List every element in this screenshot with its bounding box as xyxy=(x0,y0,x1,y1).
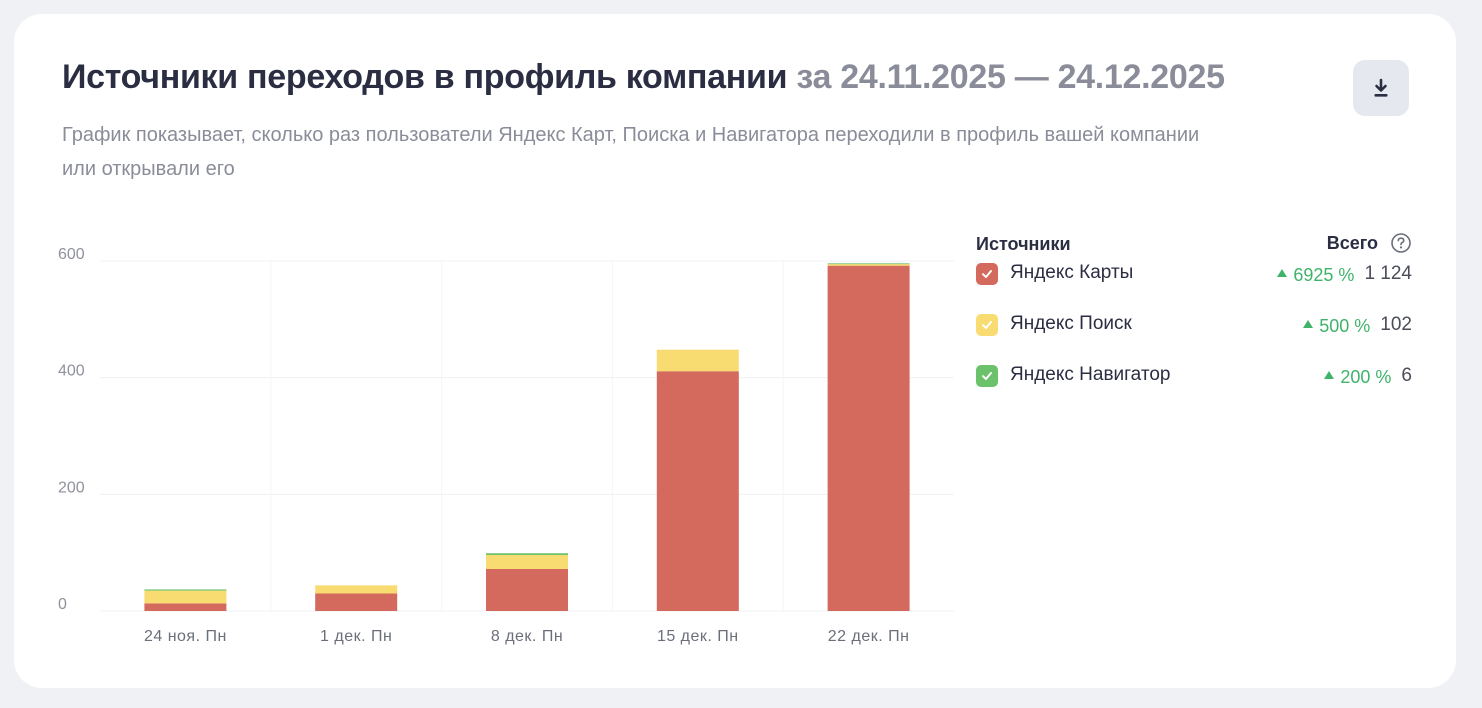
legend: Источники Всего Яндекс Карты 6925 % 1 12… xyxy=(976,230,1412,413)
legend-item-change: 200 % xyxy=(1324,367,1391,388)
traffic-sources-card: Источники переходов в профиль компании з… xyxy=(14,14,1456,688)
bar-segment xyxy=(315,593,398,611)
x-tick-label: 22 дек. Пн xyxy=(828,628,910,645)
bar-segment xyxy=(144,590,227,604)
bar-segment xyxy=(144,603,227,611)
legend-item-stats: 500 % 102 xyxy=(1303,314,1412,337)
legend-total-label: Всего xyxy=(1326,232,1378,253)
legend-item-total: 6 xyxy=(1401,365,1412,386)
legend-item-change: 500 % xyxy=(1303,316,1370,337)
legend-item-yandex-navigator[interactable]: Яндекс Навигатор 200 % 6 xyxy=(976,362,1412,413)
legend-checkbox-yandex-search[interactable] xyxy=(976,314,998,336)
legend-sources-heading: Источники xyxy=(976,234,1071,254)
legend-item-change: 6925 % xyxy=(1277,265,1354,286)
x-tick-label: 8 дек. Пн xyxy=(491,628,563,645)
y-tick-label: 400 xyxy=(58,363,85,380)
bar-segment xyxy=(315,585,398,594)
page-title: Источники переходов в профиль компании з… xyxy=(62,58,1225,97)
x-tick-label: 24 ноя. Пн xyxy=(144,628,227,645)
legend-checkbox-yandex-maps[interactable] xyxy=(976,263,998,285)
x-tick-label: 15 дек. Пн xyxy=(657,628,739,645)
download-icon xyxy=(1374,78,1388,97)
legend-item-label: Яндекс Карты xyxy=(1010,262,1134,283)
y-tick-label: 200 xyxy=(58,479,85,496)
y-tick-label: 600 xyxy=(58,246,85,263)
legend-checkbox-yandex-navigator[interactable] xyxy=(976,365,998,387)
bar-segment xyxy=(486,569,568,611)
check-icon xyxy=(982,321,992,329)
y-tick-label: 0 xyxy=(58,596,67,613)
legend-item-total: 1 124 xyxy=(1364,263,1412,284)
check-icon xyxy=(982,270,992,278)
bar-segment xyxy=(144,589,227,591)
bar-segment xyxy=(486,553,568,555)
legend-item-yandex-search[interactable]: Яндекс Поиск 500 % 102 xyxy=(976,311,1412,362)
legend-item-label: Яндекс Навигатор xyxy=(1010,364,1171,385)
triangle-up-icon xyxy=(1277,269,1288,277)
bar-segment xyxy=(827,265,910,611)
chart-description: График показывает, сколько раз пользоват… xyxy=(62,124,1200,180)
bar-segment xyxy=(827,263,910,266)
bar-segment xyxy=(656,371,739,611)
check-icon xyxy=(982,372,992,380)
stacked-bar-chart: 0 200 400 600 24 ноя. Пн 1 дек. Пн 8 дек. Пн 15… xyxy=(58,246,954,645)
title-text: Источники переходов в профиль компании xyxy=(62,58,788,96)
help-circle-icon[interactable] xyxy=(1390,232,1412,254)
legend-item-change-value: 500 % xyxy=(1319,315,1371,336)
x-tick-label: 1 дек. Пн xyxy=(320,628,392,645)
period-text: за 24.11.2025 — 24.12.2025 xyxy=(796,58,1225,96)
legend-item-stats: 6925 % 1 124 xyxy=(1277,263,1412,286)
triangle-up-icon xyxy=(1324,371,1335,379)
bar-segment xyxy=(486,555,568,569)
legend-item-change-value: 200 % xyxy=(1340,366,1392,387)
legend-total-heading: Всего xyxy=(1327,232,1412,254)
legend-header: Источники Всего xyxy=(976,230,1412,260)
bar-segment xyxy=(827,263,910,265)
legend-item-total: 102 xyxy=(1380,314,1412,335)
legend-item-yandex-maps[interactable]: Яндекс Карты 6925 % 1 124 xyxy=(976,260,1412,311)
legend-item-stats: 200 % 6 xyxy=(1324,365,1412,388)
triangle-up-icon xyxy=(1303,320,1314,328)
legend-item-label: Яндекс Поиск xyxy=(1010,313,1132,334)
legend-item-change-value: 6925 % xyxy=(1293,264,1355,285)
download-button[interactable] xyxy=(1353,60,1409,116)
bar-segment xyxy=(656,349,739,372)
